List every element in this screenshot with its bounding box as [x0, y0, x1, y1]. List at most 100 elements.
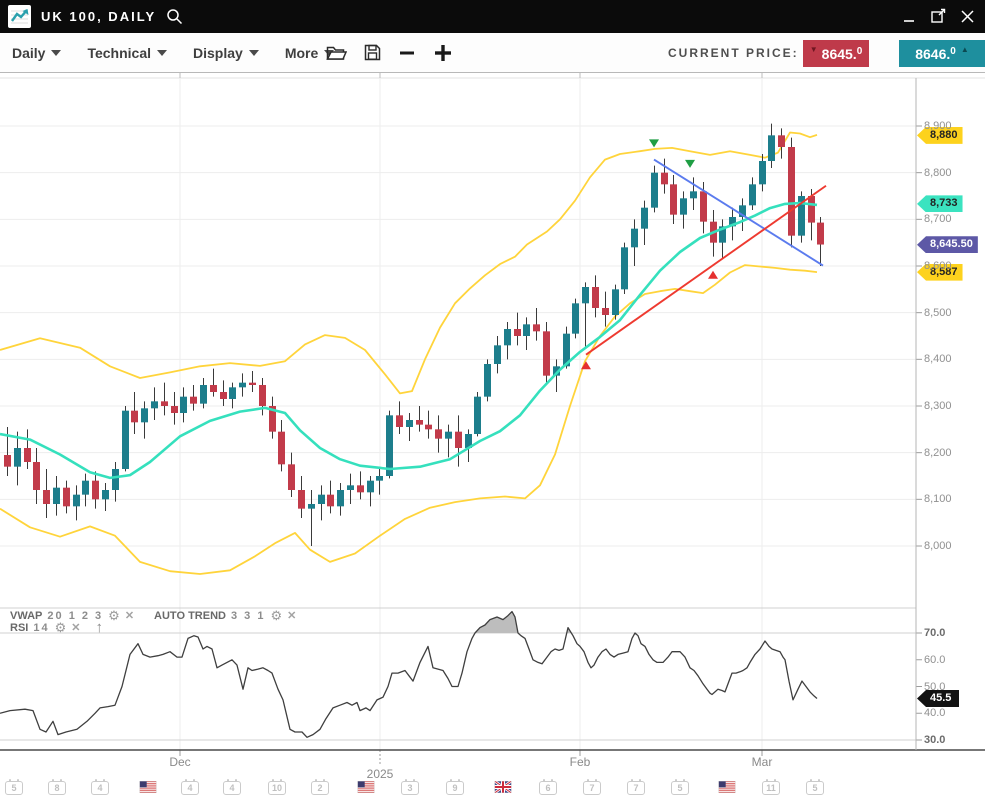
candle-body — [543, 331, 550, 375]
close-icon[interactable]: ✕ — [125, 609, 134, 622]
minimize-button[interactable] — [899, 7, 919, 27]
search-icon[interactable] — [166, 8, 183, 25]
candle-body — [700, 191, 707, 221]
zoom-out-icon[interactable] — [398, 44, 416, 62]
candle-body — [435, 429, 442, 438]
open-folder-icon[interactable] — [326, 44, 347, 61]
menu-technical[interactable]: Technical — [87, 45, 167, 61]
calendar-event-icon[interactable]: 7 — [583, 781, 601, 795]
sell-price-button[interactable]: ▼ 8645.0 — [803, 40, 869, 67]
move-pane-up-icon[interactable]: ↑ — [95, 619, 103, 636]
popout-button[interactable] — [928, 7, 948, 27]
calendar-event-icon[interactable]: 4 — [181, 781, 199, 795]
price-axis-label: 8,300 — [924, 400, 952, 412]
candle-body — [523, 324, 530, 336]
candle-body — [376, 476, 383, 481]
candle-body — [670, 184, 677, 214]
rsi-axis-label: 70.0 — [924, 627, 945, 639]
menu-display[interactable]: Display — [193, 45, 259, 61]
candle-body — [259, 385, 266, 406]
downtrend-line[interactable] — [654, 160, 823, 266]
calendar-event-icon[interactable]: 4 — [223, 781, 241, 795]
price-chart-svg[interactable] — [0, 73, 985, 805]
x-axis-label: Feb — [570, 755, 591, 769]
sell-signal-icon — [685, 160, 695, 168]
chevron-down-icon — [51, 50, 61, 56]
rsi-axis-label: 60.0 — [924, 654, 945, 666]
window-controls — [899, 7, 977, 27]
calendar-event-icon[interactable]: 5 — [671, 781, 689, 795]
candle-body — [680, 198, 687, 214]
candle-body — [220, 392, 227, 399]
calendar-event-icon[interactable]: 7 — [627, 781, 645, 795]
calendar-event-icon[interactable]: 5 — [806, 781, 824, 795]
calendar-event-icon[interactable]: 5 — [5, 781, 23, 795]
calendar-event-icon[interactable]: 4 — [91, 781, 109, 795]
us-flag-event-icon[interactable] — [719, 780, 736, 798]
save-icon[interactable] — [364, 44, 381, 61]
candle-body — [239, 383, 246, 388]
calendar-event-icon[interactable]: 11 — [762, 781, 780, 795]
calendar-event-icon[interactable]: 10 — [268, 781, 286, 795]
candle-body — [367, 481, 374, 493]
candle-body — [298, 490, 305, 509]
candle-body — [396, 415, 403, 427]
us-flag-event-icon[interactable] — [140, 780, 157, 798]
candlesticks-layer — [4, 124, 824, 546]
close-button[interactable] — [957, 7, 977, 27]
menu-daily-label: Daily — [12, 45, 45, 61]
close-icon[interactable]: ✕ — [287, 609, 296, 622]
candle-body — [514, 329, 521, 336]
candle-body — [308, 504, 315, 509]
buy-price-button[interactable]: 8646.0 ▲ — [899, 40, 985, 67]
price-axis-label: 8,500 — [924, 307, 952, 319]
economic-events-row: 5 8 4 4 4 10 2 3 9 6 7 7 5 — [0, 779, 985, 799]
us-flag-event-icon[interactable] — [358, 780, 375, 798]
candle-body — [817, 223, 824, 245]
candle-body — [92, 481, 99, 500]
auto-trend-params: 3 3 1 — [231, 610, 265, 622]
title-bar: UK 100, DAILY — [0, 0, 985, 33]
calendar-event-icon[interactable]: 3 — [401, 781, 419, 795]
calendar-event-icon[interactable]: 6 — [539, 781, 557, 795]
gear-icon[interactable]: ⚙ — [108, 610, 120, 621]
uk-flag-event-icon[interactable] — [495, 780, 512, 798]
gear-icon[interactable]: ⚙ — [270, 610, 282, 621]
price-axis-label: 8,200 — [924, 447, 952, 459]
menu-more-label: More — [285, 45, 318, 61]
calendar-event-icon[interactable]: 9 — [446, 781, 464, 795]
candle-body — [288, 464, 295, 490]
candle-body — [141, 408, 148, 422]
down-arrow-icon: ▼ — [810, 46, 818, 54]
candle-body — [749, 184, 756, 205]
bollinger-bands-layer — [0, 133, 817, 575]
candle-body — [533, 324, 540, 331]
candle-body — [249, 383, 256, 385]
candle-body — [484, 364, 491, 397]
candle-body — [318, 495, 325, 504]
rsi-axis-label: 50.0 — [924, 681, 945, 693]
zoom-in-icon[interactable] — [433, 43, 453, 63]
candle-body — [347, 485, 354, 490]
candle-body — [425, 425, 432, 430]
calendar-event-icon[interactable]: 2 — [311, 781, 329, 795]
up-arrow-icon: ▲ — [961, 46, 969, 54]
candle-body — [455, 432, 462, 448]
candle-body — [53, 488, 60, 504]
buy-signal-icon — [581, 361, 591, 369]
chevron-down-icon — [157, 50, 167, 56]
rsi-axis-label: 40.0 — [924, 707, 945, 719]
candle-body — [131, 411, 138, 423]
close-icon[interactable]: ✕ — [71, 621, 80, 634]
buy-price-value: 8646. — [915, 46, 950, 62]
candle-body — [200, 385, 207, 404]
candle-body — [43, 490, 50, 504]
chart-area: VWAP 20 1 2 3 ⚙ ✕ AUTO TREND 3 3 1 ⚙ ✕ R… — [0, 73, 985, 805]
gear-icon[interactable]: ⚙ — [55, 622, 67, 633]
rsi-line[interactable] — [0, 612, 817, 738]
calendar-event-icon[interactable]: 8 — [48, 781, 66, 795]
menu-daily[interactable]: Daily — [12, 45, 61, 61]
price-axis-label: 8,800 — [924, 167, 952, 179]
rsi-indicator-label: RSI 14 ⚙ ✕ ↑ — [10, 619, 103, 636]
candle-body — [337, 490, 344, 506]
